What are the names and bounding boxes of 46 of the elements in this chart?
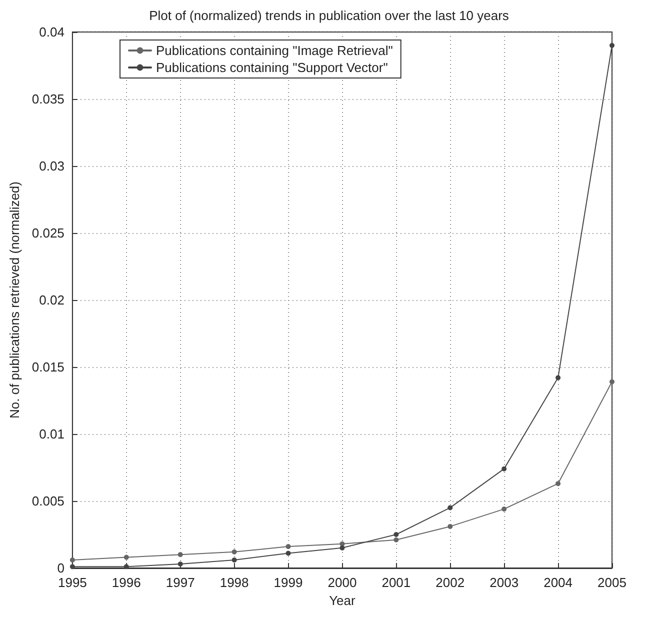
y-axis-title: No. of publications retrieved (normalized) — [7, 182, 22, 418]
x-tick-label: 2003 — [490, 575, 519, 590]
y-tick-label: 0.015 — [32, 360, 64, 374]
y-tick-label: 0.04 — [39, 24, 64, 40]
point — [448, 524, 453, 529]
y-tick-label: 0 — [57, 560, 64, 576]
x-tick-label: 2005 — [598, 575, 626, 590]
point — [286, 544, 291, 550]
chart-title: Plot of (normalized) trends in publication over the last 10 years — [149, 8, 510, 23]
x-tick-label: 1997 — [166, 575, 195, 590]
y-tick-label: 0.01 — [39, 426, 64, 442]
point — [502, 466, 507, 472]
point — [556, 481, 561, 486]
y-tick-label: 0.005 — [32, 494, 64, 508]
point — [610, 379, 614, 384]
point — [394, 537, 399, 542]
x-tick-label: 1996 — [112, 575, 141, 590]
point — [556, 375, 561, 380]
point — [340, 545, 345, 550]
point — [610, 42, 614, 48]
x-axis-title: Year — [329, 592, 356, 608]
point — [448, 505, 453, 510]
point — [232, 557, 237, 562]
x-tick-label: 2004 — [544, 575, 573, 590]
x-tick-label: 1998 — [220, 575, 249, 590]
y-tick-label: 0.02 — [39, 292, 64, 308]
point — [178, 561, 183, 566]
legend-label: Publications containing "Image Retrieval" — [156, 43, 394, 58]
point — [124, 564, 129, 570]
point — [502, 506, 507, 512]
point — [70, 557, 75, 562]
x-tick-label: 1999 — [274, 575, 303, 590]
y-tick-label: 0.025 — [32, 226, 64, 240]
x-tick-label: 2000 — [328, 575, 357, 590]
point — [70, 564, 75, 570]
y-tick-label: 0.03 — [39, 158, 64, 174]
y-tick-label: 0.035 — [32, 92, 64, 106]
point — [394, 532, 399, 537]
x-tick-label: 1995 — [58, 575, 87, 590]
point — [232, 549, 237, 554]
legend-label: Publications containing "Support Vector" — [156, 60, 388, 75]
x-tick-label: 2001 — [382, 575, 411, 590]
point — [124, 554, 129, 560]
x-tick-label: 2002 — [436, 575, 465, 590]
point — [286, 550, 291, 556]
point — [178, 552, 183, 558]
